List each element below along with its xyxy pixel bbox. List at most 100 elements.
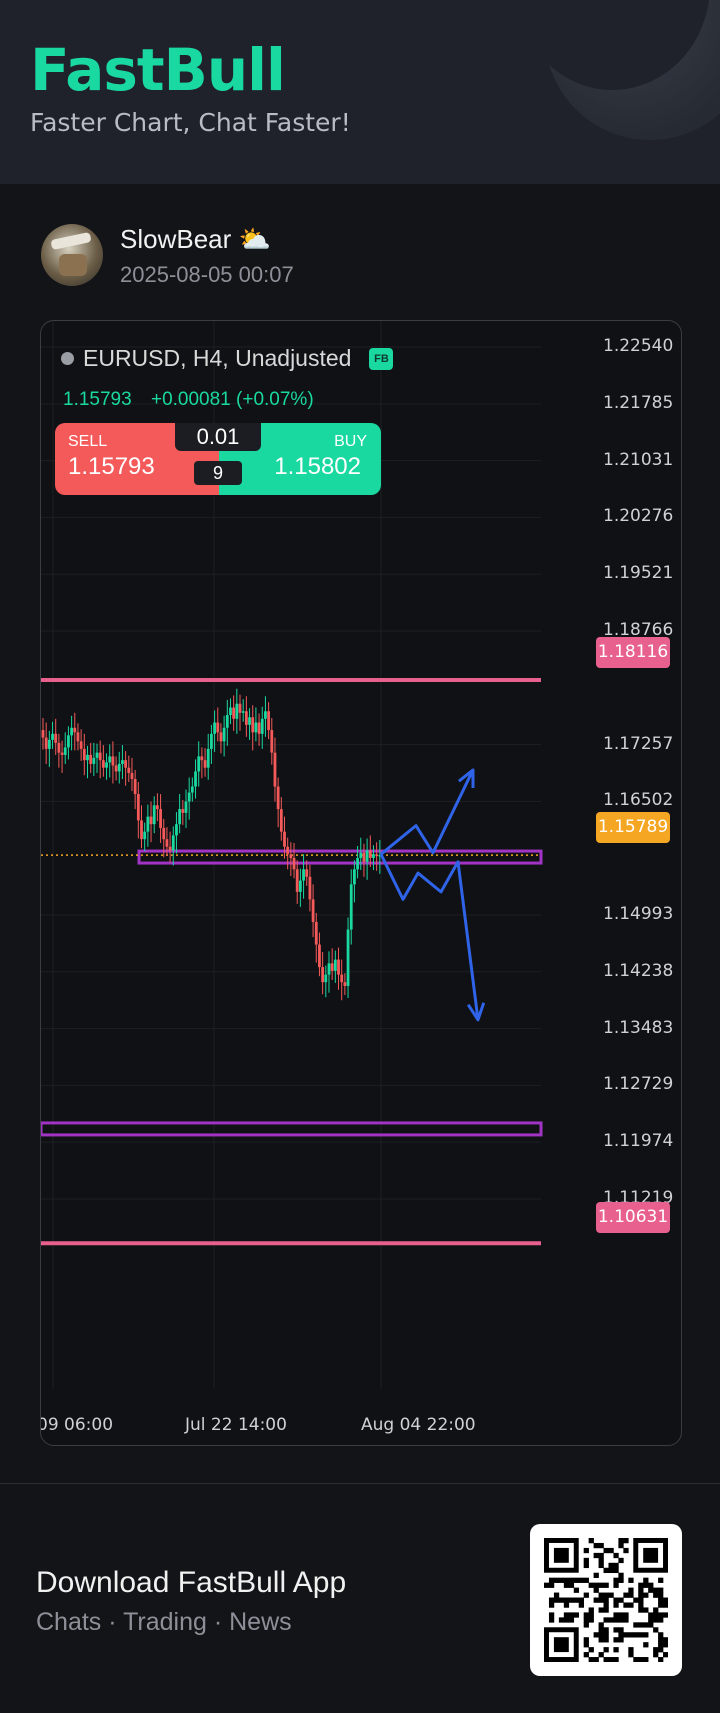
candle-body [86,754,89,761]
qr-module [613,1582,619,1588]
candle-body [362,852,366,862]
candle-body [308,876,312,900]
y-tick-label: 1.18766 [603,620,674,641]
candle-body [343,982,347,986]
candle-body [356,858,359,870]
candle-body [63,747,67,755]
qr-module [653,1612,659,1618]
candle-body [127,767,131,773]
qr-module [563,1582,570,1588]
qr-module [628,1592,634,1598]
qr-module [583,1617,589,1623]
candle-body [41,730,45,738]
qr-module [568,1577,575,1583]
qr-module [544,1582,550,1588]
candle-body [159,809,162,828]
qr-module [548,1612,555,1618]
qr-module [603,1637,609,1643]
candle-body [238,703,242,713]
username[interactable]: SlowBear ⛅ [120,224,271,254]
qr-module [638,1622,644,1628]
qr-module [653,1617,659,1623]
qr-module [578,1597,584,1603]
qr-module [583,1577,589,1583]
qr-module [598,1632,604,1638]
candle-body [279,809,283,832]
candle-body [101,760,105,768]
candle-body [314,921,318,945]
candle-body [178,809,182,825]
lot-size-input[interactable]: 0.01 [175,423,261,451]
download-title[interactable]: Download FastBull App [36,1566,347,1599]
candle-body [213,722,216,734]
price-chart[interactable] [41,321,681,1445]
qr-module [603,1567,609,1574]
projection-up-arrow [380,769,475,856]
y-tick-label: 1.11974 [603,1131,674,1152]
post-timestamp: 2025-08-05 00:07 [120,262,294,287]
qr-module [638,1602,644,1608]
qr-module [648,1617,654,1623]
qr-module [583,1642,589,1648]
chart-card[interactable]: EURUSD, H4, Unadjusted FB 1.15793 +0.000… [40,320,682,1446]
sell-button[interactable]: SELL 1.15793 [55,423,219,495]
qr-module [593,1632,599,1638]
qr-module [558,1577,565,1583]
qr-module [573,1587,580,1593]
qr-module [598,1562,604,1569]
qr-module [618,1577,624,1583]
y-tick-label: 1.12729 [603,1074,674,1095]
candle-body [267,711,271,731]
avatar[interactable] [41,224,103,286]
candle-body [111,756,115,766]
qr-module [583,1622,589,1628]
qr-module [613,1647,619,1653]
qr-module [623,1612,629,1618]
qr-module [618,1637,624,1643]
candle-body [368,850,372,859]
qr-module [603,1582,609,1588]
qr-module [598,1582,604,1588]
qr-module [608,1617,614,1623]
candle-body [168,846,172,851]
candle-body [330,963,334,971]
candle-body [181,809,185,813]
y-tick-label: 1.17257 [603,733,674,754]
qr-module [598,1592,604,1598]
current-price-tag: 1.15789 [596,812,670,843]
qr-module [623,1602,629,1608]
last-price: 1.15793 [63,389,132,410]
candle-body [108,756,112,763]
qr-module [613,1552,619,1559]
qr-module [648,1582,654,1588]
qr-module [658,1647,664,1653]
candle-body [327,963,331,975]
candle-body [203,760,207,768]
qr-module [648,1587,654,1593]
qr-module [643,1642,649,1648]
candle-body [219,732,223,742]
qr-code[interactable] [530,1524,682,1676]
qr-module [618,1557,624,1564]
candle-body [270,730,274,753]
qr-module [643,1547,659,1563]
qr-module [568,1582,575,1588]
qr-module [583,1562,589,1569]
qr-module [658,1592,664,1598]
y-tick-label: 1.21031 [603,449,674,470]
qr-module [628,1587,634,1593]
status-dot-icon [61,352,74,365]
qr-module [603,1597,609,1603]
qr-module [643,1607,649,1613]
qr-module [588,1612,594,1618]
candle-body [260,718,264,734]
qr-module [598,1627,604,1633]
candle-body [289,854,293,859]
qr-module [613,1617,619,1623]
candle-body [162,827,166,840]
qr-module [603,1602,609,1608]
qr-module [608,1567,614,1574]
candle-body [184,801,188,813]
candle-body [175,824,178,836]
candle-body [89,754,93,764]
